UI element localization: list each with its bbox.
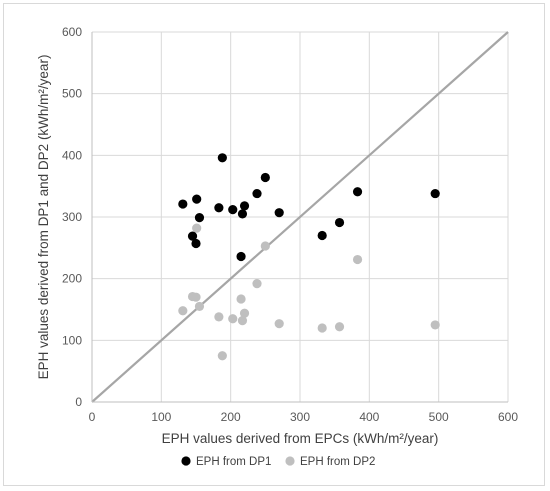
x-tick-label: 100 [151, 410, 171, 424]
x-axis-title: EPH values derived from EPCs (kWh/m²/yea… [162, 431, 439, 446]
legend-marker-eph-from-dp2 [285, 456, 295, 466]
legend: EPH from DP1 EPH from DP2 [181, 456, 375, 468]
x-tick-label: 300 [290, 410, 310, 424]
point-eph-from-dp1 [228, 205, 238, 215]
point-eph-from-dp1 [260, 172, 270, 183]
point-eph-from-dp2 [228, 314, 238, 324]
reference-line [91, 31, 509, 403]
point-eph-from-dp1 [178, 199, 188, 209]
point-eph-from-dp1 [274, 208, 284, 218]
point-eph-from-dp1 [191, 238, 201, 249]
x-tick-label: 400 [359, 410, 379, 424]
y-tick-label: 200 [62, 272, 82, 286]
point-eph-from-dp2 [252, 279, 262, 289]
point-eph-from-dp2 [239, 308, 250, 318]
point-eph-from-dp1 [252, 188, 262, 199]
point-eph-from-dp2 [334, 322, 345, 332]
legend-label-eph-from-dp1: EPH from DP1 [196, 456, 271, 468]
point-eph-from-dp1 [430, 188, 440, 199]
y-tick-label: 400 [62, 148, 82, 162]
y-tick-label: 500 [62, 87, 82, 101]
reference-line-group [91, 31, 509, 403]
point-eph-from-dp2 [214, 312, 224, 322]
point-eph-from-dp1 [236, 251, 246, 262]
x-tick-label: 600 [498, 410, 518, 424]
point-eph-from-dp1 [217, 153, 227, 163]
y-axis-title: EPH values derived from DP1 and DP2 (kWh… [36, 55, 51, 380]
y-tick-label: 600 [62, 25, 82, 39]
axes [91, 32, 508, 403]
point-eph-from-dp1 [317, 230, 327, 241]
point-eph-from-dp2 [236, 294, 246, 304]
point-eph-from-dp1 [334, 217, 345, 228]
point-eph-from-dp1 [239, 201, 250, 211]
y-tick-label: 300 [62, 210, 82, 224]
point-eph-from-dp1 [237, 209, 248, 219]
x-tick-labels: 0 100 200 300 400 500 600 [89, 410, 519, 424]
point-eph-from-dp2 [191, 292, 201, 302]
legend-marker-eph-from-dp1 [181, 456, 191, 466]
point-eph-from-dp1 [192, 194, 202, 204]
point-eph-from-dp2 [194, 301, 205, 312]
chart-frame [3, 3, 545, 486]
point-eph-from-dp2 [430, 320, 440, 330]
point-eph-from-dp2 [217, 351, 227, 361]
x-tick-label: 200 [221, 410, 241, 424]
y-tick-labels: 0 100 200 300 400 500 600 [62, 25, 82, 409]
y-tick-label: 100 [62, 333, 82, 347]
point-eph-from-dp2 [237, 316, 248, 326]
x-tick-label: 500 [429, 410, 449, 424]
point-eph-from-dp2 [274, 319, 284, 329]
point-eph-from-dp2 [260, 241, 270, 251]
point-eph-from-dp1 [352, 187, 363, 197]
point-eph-from-dp2 [317, 323, 327, 333]
point-eph-from-dp1 [214, 203, 224, 213]
legend-label-eph-from-dp2: EPH from DP2 [300, 456, 375, 468]
x-tick-label: 0 [89, 410, 96, 424]
point-eph-from-dp2 [352, 254, 363, 265]
point-eph-from-dp1 [194, 213, 205, 223]
data-points [178, 153, 440, 361]
point-eph-from-dp1 [187, 231, 198, 241]
y-tick-label: 0 [75, 395, 82, 409]
point-eph-from-dp2 [178, 306, 188, 316]
point-eph-from-dp2 [192, 223, 202, 233]
